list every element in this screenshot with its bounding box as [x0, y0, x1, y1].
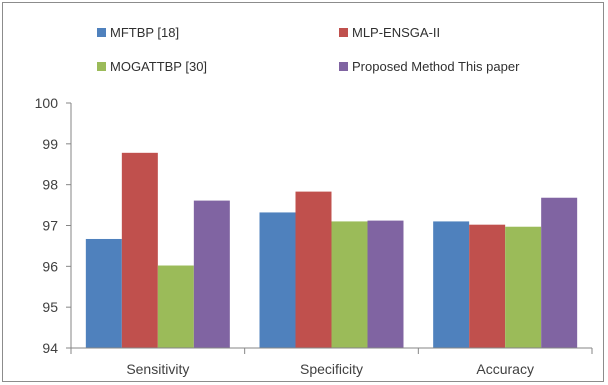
legend-label: MLP-ENSGA-II: [352, 25, 440, 40]
y-tick-label: 100: [35, 95, 59, 111]
x-category-label: Specificity: [300, 361, 363, 377]
y-axis: 94 95 96 97 98 99 100: [35, 95, 72, 356]
bar-mlp-ensga-ii-accuracy: [469, 224, 506, 348]
y-tick-label: 99: [42, 136, 58, 152]
x-axis: Sensitivity Specificity Accuracy: [70, 347, 593, 377]
x-category-label: Sensitivity: [126, 361, 189, 377]
bar-mlp-ensga-ii-sensitivity: [121, 152, 158, 348]
y-tick-label: 95: [42, 299, 58, 315]
legend-label: MFTBP [18]: [110, 25, 179, 40]
y-tick-label: 96: [42, 258, 58, 274]
y-tick-label: 98: [42, 177, 58, 193]
y-tick-label: 94: [42, 340, 58, 356]
bar-mlp-ensga-ii-specificity: [295, 191, 332, 348]
legend-swatch: [97, 28, 106, 37]
legend-swatch: [97, 62, 106, 71]
bar-proposed-method-this-paper-accuracy: [541, 197, 578, 348]
legend-label: Proposed Method This paper: [352, 59, 520, 74]
bar-mftbp-18-sensitivity: [85, 238, 122, 348]
legend-swatch: [339, 62, 348, 71]
bar-proposed-method-this-paper-sensitivity: [193, 200, 230, 348]
bar-mftbp-18-specificity: [259, 212, 296, 348]
bar-mogattbp-30-sensitivity: [157, 265, 194, 348]
legend: MFTBP [18] MLP-ENSGA-II MOGATTBP [30] Propo…: [97, 25, 520, 74]
bars: [85, 152, 578, 348]
x-category-label: Accuracy: [476, 361, 534, 377]
bar-mogattbp-30-specificity: [331, 221, 368, 348]
legend-swatch: [339, 28, 348, 37]
y-tick-label: 97: [42, 218, 58, 234]
bar-proposed-method-this-paper-specificity: [367, 220, 404, 348]
bar-mogattbp-30-accuracy: [505, 226, 542, 348]
legend-label: MOGATTBP [30]: [110, 59, 207, 74]
bar-mftbp-18-accuracy: [433, 221, 470, 348]
